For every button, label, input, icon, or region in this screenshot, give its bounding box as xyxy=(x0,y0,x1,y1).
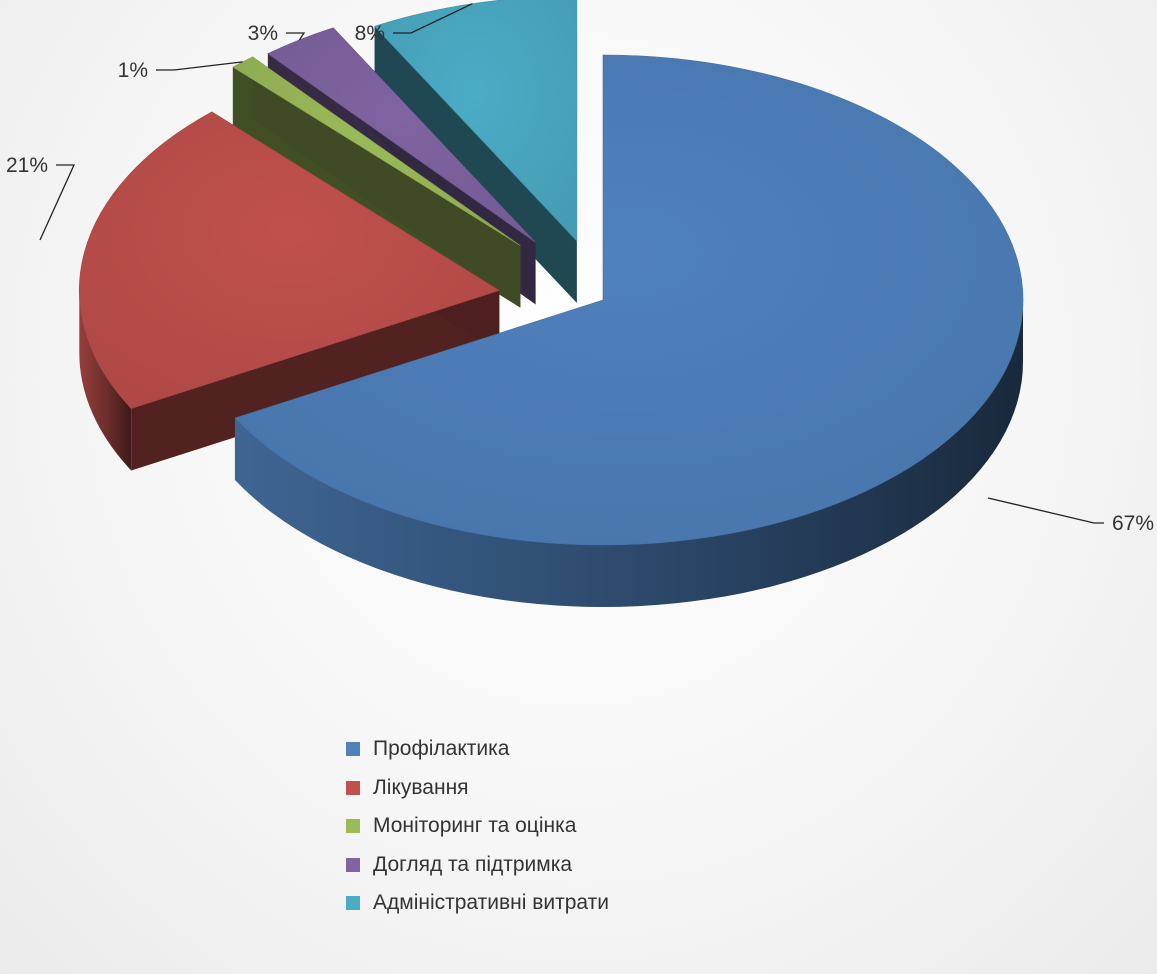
value-label: 1% xyxy=(118,59,148,82)
value-label: 8% xyxy=(355,22,385,45)
legend-swatch xyxy=(346,819,360,834)
legend-swatch xyxy=(346,780,360,795)
slice-top-face xyxy=(234,54,1024,546)
slice-outer-wall xyxy=(79,290,132,471)
legend-label: Профілактика xyxy=(373,737,510,761)
legend-item: Адміністративні витрати xyxy=(346,884,609,923)
legend-label: Догляд та підтримка xyxy=(373,852,573,876)
legend-label: Лікування xyxy=(373,775,469,799)
slice-top-face xyxy=(79,111,501,409)
slice-1 xyxy=(234,54,1024,608)
legend-swatch xyxy=(346,857,360,872)
slice-2 xyxy=(79,111,501,471)
leader-line xyxy=(156,61,243,71)
leader-line xyxy=(286,32,306,41)
legend-item: Догляд та підтримка xyxy=(346,846,609,885)
slice-outer-wall xyxy=(234,300,1024,608)
legend-label: Адміністративні витрати xyxy=(373,891,609,915)
value-label: 21% xyxy=(6,154,48,177)
legend-label: Моніторинг та оцінка xyxy=(373,814,577,838)
legend-swatch xyxy=(346,896,360,911)
legend-item: Профілактика xyxy=(346,730,609,769)
leader-line xyxy=(393,3,473,34)
legend-item: Лікування xyxy=(346,769,609,808)
value-label: 67% xyxy=(1112,512,1154,535)
chart-legend: Профілактика Лікування Моніторинг та оцінк… xyxy=(346,730,609,923)
slice-3 xyxy=(232,56,521,308)
legend-swatch xyxy=(346,742,360,757)
leader-line xyxy=(987,497,1104,524)
slice-cut-face xyxy=(131,290,500,471)
legend-item: Моніторинг та оцінка xyxy=(346,807,609,846)
slice-top-face xyxy=(267,27,536,243)
value-label: 3% xyxy=(248,22,278,45)
leader-line xyxy=(39,164,76,241)
